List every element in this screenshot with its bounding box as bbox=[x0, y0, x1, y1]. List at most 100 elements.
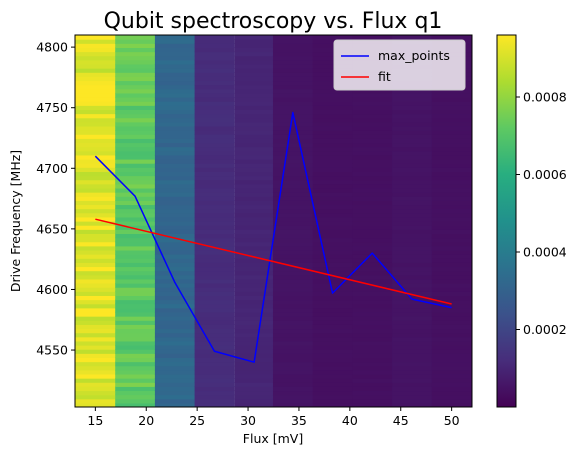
heatmap-cell bbox=[194, 125, 235, 131]
heatmap-cell bbox=[312, 233, 353, 239]
heatmap-cell bbox=[75, 229, 116, 234]
heatmap-cell bbox=[431, 340, 472, 346]
heatmap-cell bbox=[154, 88, 196, 94]
heatmap-cell bbox=[431, 336, 472, 342]
heatmap-cell bbox=[194, 340, 235, 346]
plot-frame bbox=[74, 34, 473, 408]
heatmap-cell bbox=[194, 84, 235, 90]
heatmap-cell bbox=[234, 221, 275, 226]
heatmap-cell bbox=[234, 345, 275, 350]
heatmap-cell bbox=[75, 159, 116, 164]
heatmap-cell bbox=[75, 278, 116, 284]
heatmap-cell bbox=[431, 117, 472, 123]
heatmap-cell bbox=[154, 109, 196, 115]
heatmap-cell bbox=[75, 274, 116, 280]
heatmap-cell bbox=[75, 171, 116, 177]
heatmap-cell bbox=[312, 171, 353, 177]
heatmap-cell bbox=[75, 105, 116, 110]
heatmap-cell bbox=[234, 125, 275, 131]
heatmap-cell bbox=[352, 254, 393, 259]
heatmap-cell bbox=[75, 121, 116, 127]
heatmap-cell bbox=[154, 316, 196, 321]
heatmap-cell bbox=[272, 299, 314, 305]
heatmap-cell bbox=[352, 365, 393, 371]
heatmap-cell bbox=[75, 138, 116, 144]
heatmap-cell bbox=[392, 125, 433, 131]
heatmap-cell bbox=[194, 59, 235, 65]
heatmap-cell bbox=[312, 51, 353, 57]
heatmap-cell bbox=[234, 204, 275, 210]
heatmap-cell bbox=[431, 159, 472, 164]
heatmap-cell bbox=[75, 382, 116, 387]
heatmap-cell bbox=[352, 328, 393, 334]
heatmap-cell bbox=[154, 345, 196, 350]
heatmap-cell bbox=[194, 146, 235, 152]
heatmap-cell bbox=[352, 113, 393, 119]
heatmap-cell bbox=[154, 80, 196, 86]
heatmap-cell bbox=[154, 241, 196, 247]
heatmap-cell bbox=[194, 163, 235, 168]
heatmap-cell bbox=[75, 373, 116, 379]
heatmap-cell bbox=[194, 55, 235, 61]
heatmap-cell bbox=[431, 196, 472, 201]
x-tick-label: 25 bbox=[189, 413, 205, 428]
heatmap-cell bbox=[75, 307, 116, 313]
heatmap-cell bbox=[234, 35, 275, 40]
heatmap-cell bbox=[75, 353, 116, 358]
heatmap-cell bbox=[75, 47, 116, 53]
heatmap-cell bbox=[352, 332, 393, 338]
heatmap-cell bbox=[194, 101, 235, 106]
heatmap-cell bbox=[115, 311, 156, 317]
heatmap-cell bbox=[272, 142, 314, 148]
heatmap-column bbox=[431, 35, 472, 407]
legend-fit-label: fit bbox=[378, 69, 391, 84]
heatmap-cell bbox=[312, 97, 353, 102]
heatmap-cell bbox=[312, 212, 353, 218]
heatmap-cell bbox=[234, 216, 275, 222]
heatmap-cell bbox=[352, 101, 393, 106]
heatmap-cell bbox=[312, 390, 353, 396]
heatmap-cell bbox=[312, 299, 353, 305]
heatmap-cell bbox=[194, 258, 235, 263]
heatmap-cell bbox=[431, 390, 472, 396]
heatmap-cell bbox=[392, 183, 433, 189]
heatmap-cell bbox=[352, 287, 393, 292]
heatmap-cell bbox=[75, 249, 116, 255]
heatmap-cell bbox=[431, 353, 472, 358]
heatmap-cell bbox=[154, 125, 196, 131]
heatmap-cell bbox=[272, 274, 314, 280]
heatmap-cell bbox=[154, 146, 196, 152]
heatmap-cell bbox=[75, 55, 116, 61]
heatmap-cell bbox=[75, 39, 116, 44]
y-tick-label: 4750 bbox=[36, 100, 68, 115]
heatmap-cell bbox=[431, 97, 472, 102]
heatmap-cell bbox=[312, 187, 353, 193]
heatmap-cell bbox=[115, 163, 156, 168]
heatmap-cell bbox=[431, 241, 472, 247]
heatmap-cell bbox=[234, 109, 275, 115]
heatmap-cell bbox=[312, 328, 353, 334]
heatmap-cell bbox=[234, 167, 275, 172]
heatmap-cell bbox=[272, 254, 314, 259]
heatmap-cell bbox=[234, 266, 275, 272]
heatmap-cell bbox=[234, 278, 275, 284]
y-tick-label: 4800 bbox=[36, 40, 68, 55]
heatmap-cell bbox=[194, 179, 235, 185]
heatmap-cell bbox=[312, 378, 353, 383]
heatmap-cell bbox=[154, 105, 196, 110]
heatmap-cell bbox=[352, 200, 393, 206]
heatmap-cell bbox=[194, 249, 235, 255]
heatmap-cell bbox=[194, 192, 235, 197]
heatmap-cell bbox=[352, 35, 393, 40]
heatmap-cell bbox=[431, 303, 472, 309]
heatmap-cell bbox=[234, 287, 275, 292]
heatmap-cell bbox=[312, 154, 353, 160]
heatmap-cell bbox=[431, 167, 472, 172]
heatmap-cell bbox=[272, 245, 314, 251]
heatmap-cell bbox=[431, 105, 472, 110]
colorbar: 0.0002 0.0004 0.0006 0.0008 bbox=[496, 34, 567, 408]
heatmap-cell bbox=[312, 121, 353, 127]
heatmap-cell bbox=[154, 266, 196, 272]
heatmap-cell bbox=[352, 266, 393, 272]
heatmap-cell bbox=[194, 303, 235, 309]
